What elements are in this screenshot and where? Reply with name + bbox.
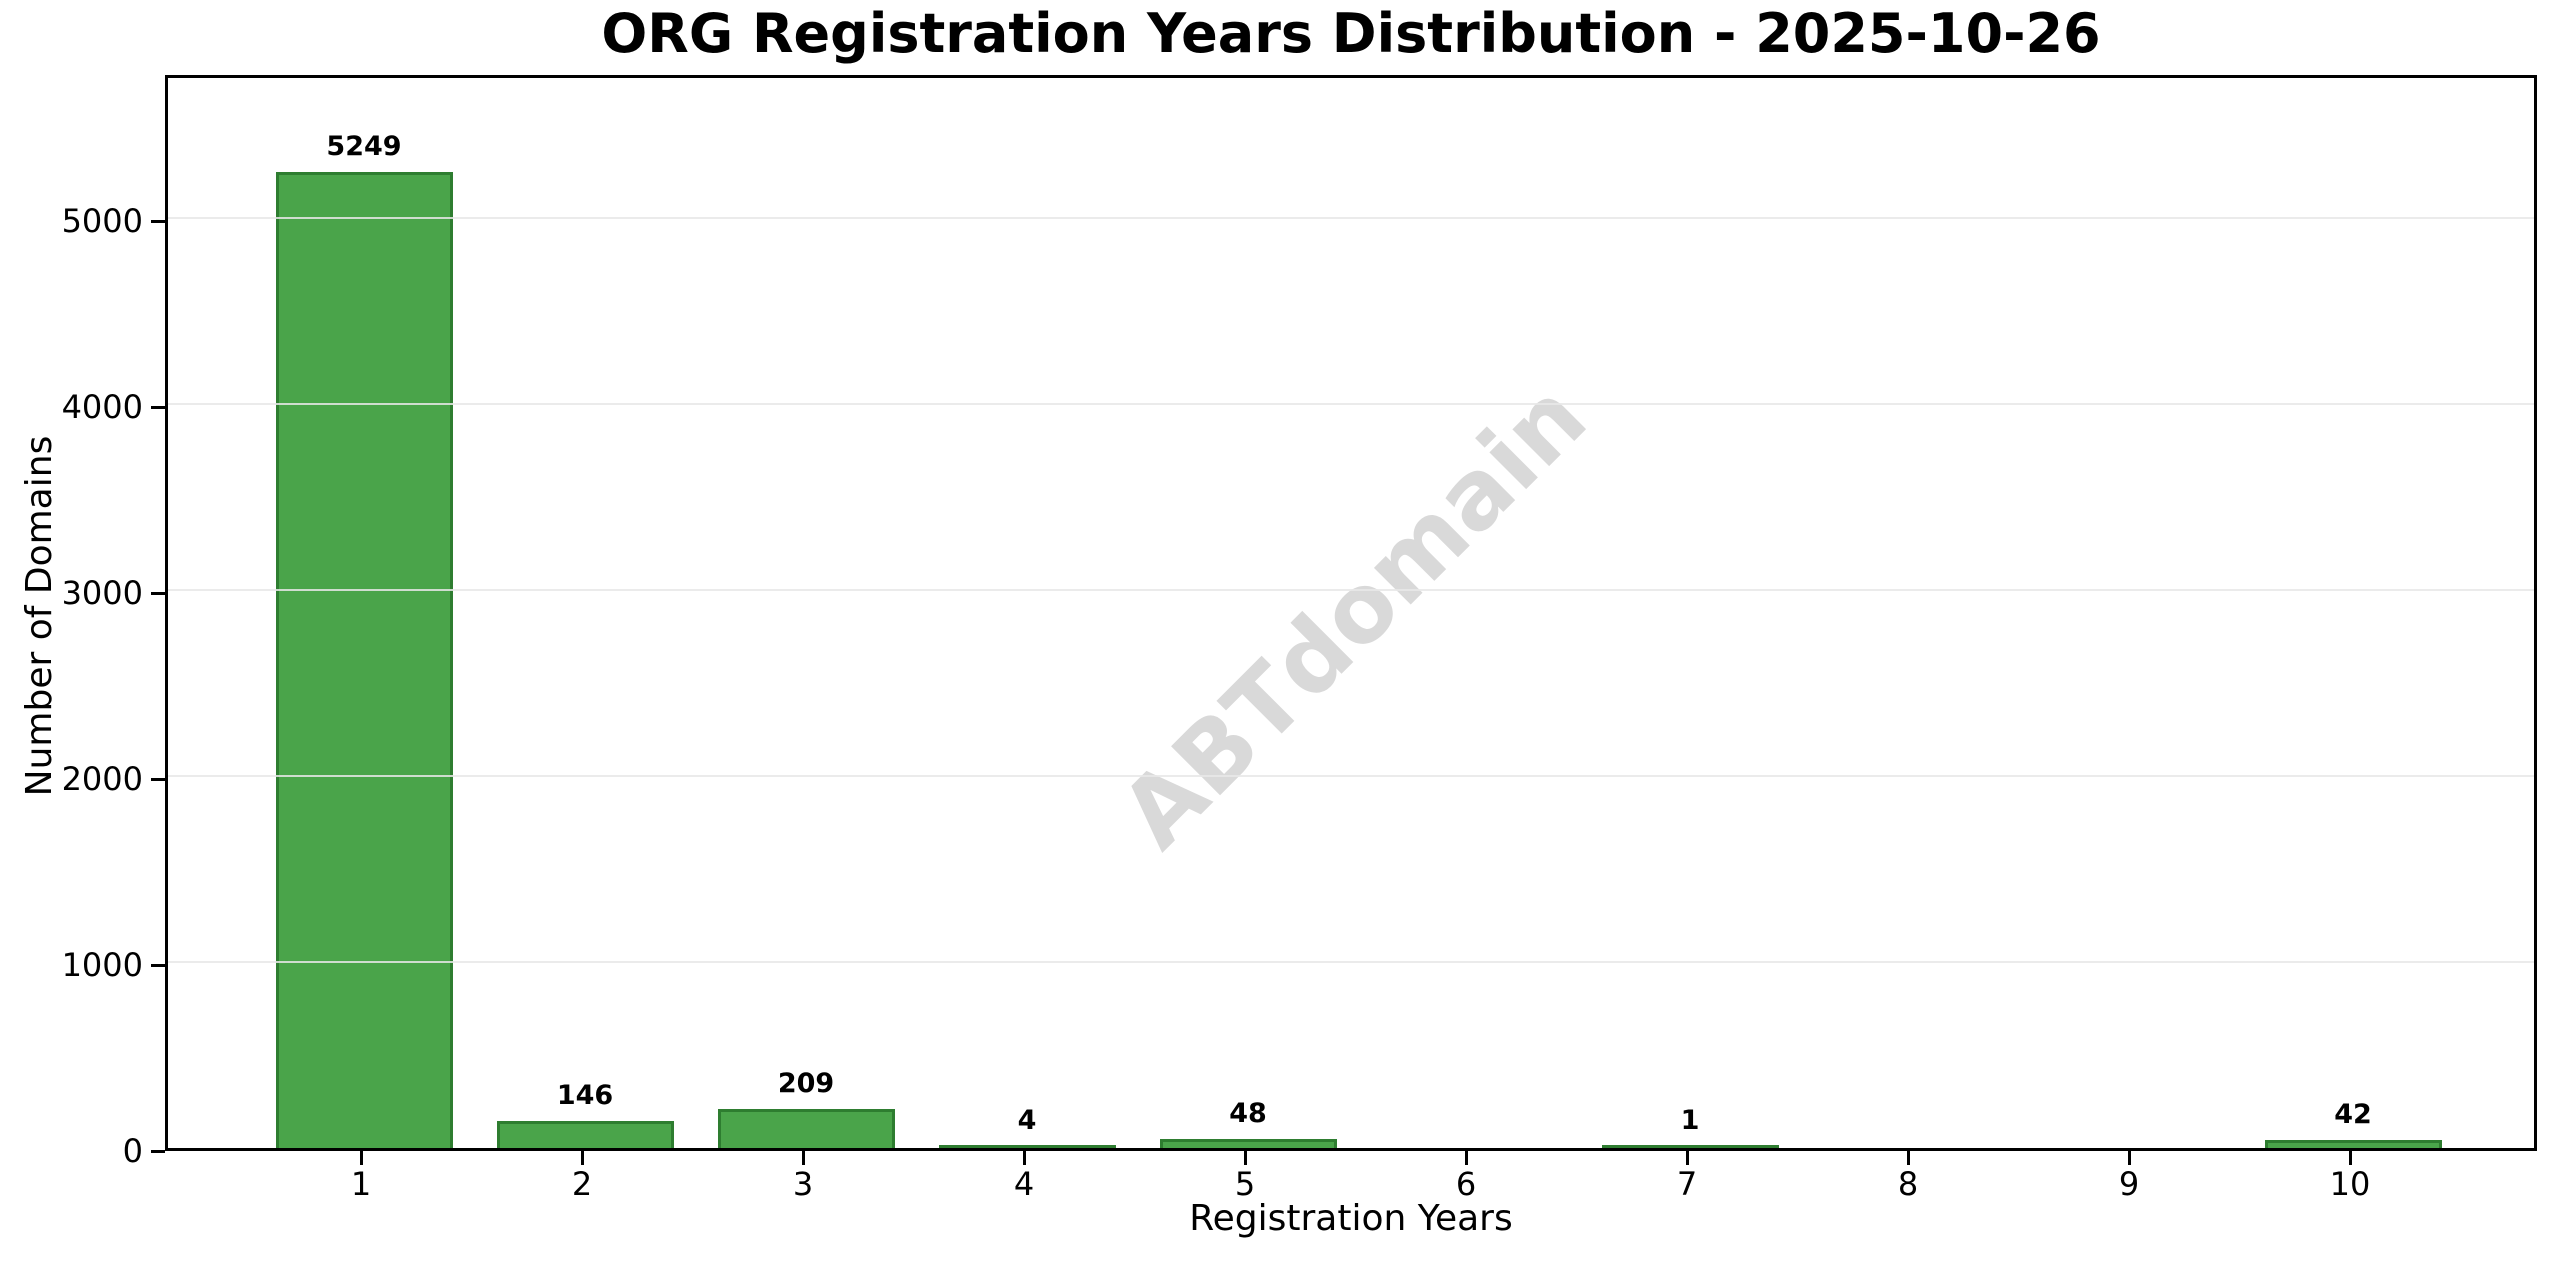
bar-value-label: 48 — [1229, 1098, 1267, 1130]
y-axis-tick — [151, 777, 165, 781]
y-axis-tick-label: 2000 — [61, 760, 143, 798]
y-axis-tick — [151, 963, 165, 967]
x-axis-tick-label: 2 — [571, 1165, 593, 1203]
x-axis-tick-label: 8 — [1897, 1165, 1919, 1203]
bar — [275, 171, 453, 1148]
x-axis-tick — [1243, 1151, 1247, 1165]
y-axis-tick-label: 3000 — [61, 574, 143, 612]
x-axis-tick-label: 6 — [1455, 1165, 1477, 1203]
bar — [1159, 1139, 1337, 1148]
bar-value-label: 42 — [2334, 1099, 2372, 1131]
x-axis-tick — [359, 1151, 363, 1165]
x-axis-tick-label: 7 — [1676, 1165, 1698, 1203]
bar — [717, 1109, 895, 1148]
x-axis-tick — [801, 1151, 805, 1165]
plot-area: ABTdomain 5249 146 209 4 48 1 42 — [165, 75, 2537, 1151]
y-axis-tick — [151, 219, 165, 223]
y-axis-tick — [151, 405, 165, 409]
x-axis-tick — [2127, 1151, 2131, 1165]
y-axis-tick-label: 5000 — [61, 202, 143, 240]
y-axis-tick — [151, 591, 165, 595]
bar-value-label: 5249 — [326, 130, 402, 162]
watermark-text: ABTdomain — [1100, 362, 1608, 870]
x-axis-tick-label: 10 — [2329, 1165, 2371, 1203]
x-axis-tick-label: 3 — [792, 1165, 814, 1203]
gridline — [168, 403, 2534, 406]
bar — [496, 1120, 674, 1148]
bar — [1601, 1145, 1779, 1148]
x-axis-tick — [1685, 1151, 1689, 1165]
bar-value-label: 4 — [1017, 1105, 1037, 1136]
x-axis-tick-label: 9 — [2118, 1165, 2140, 1203]
y-axis-tick — [151, 1149, 165, 1153]
y-axis-tick-label: 1000 — [61, 946, 143, 984]
x-axis-tick — [580, 1151, 584, 1165]
x-axis-tick-label: 4 — [1013, 1165, 1035, 1203]
gridline — [168, 961, 2534, 964]
x-axis-tick — [1906, 1151, 1910, 1165]
x-axis-tick — [1022, 1151, 1026, 1165]
x-axis-label: Registration Years — [1189, 1198, 1513, 1239]
x-axis-tick — [2348, 1151, 2352, 1165]
bar — [2264, 1140, 2442, 1148]
bar — [938, 1145, 1116, 1148]
bar-value-label: 146 — [556, 1079, 614, 1111]
bar-value-label: 1 — [1680, 1105, 1700, 1136]
x-axis-tick-label: 5 — [1234, 1165, 1256, 1203]
y-axis-tick-label: 0 — [122, 1132, 143, 1170]
gridline — [168, 217, 2534, 220]
y-axis-tick-label: 4000 — [61, 388, 143, 426]
x-axis-tick — [1464, 1151, 1468, 1165]
bar-value-label: 209 — [777, 1068, 835, 1100]
chart-title: ORG Registration Years Distribution - 20… — [601, 2, 2101, 65]
y-axis-label: Number of Domains — [19, 435, 60, 797]
gridline — [168, 775, 2534, 778]
gridline — [168, 589, 2534, 592]
x-axis-tick-label: 1 — [350, 1165, 372, 1203]
